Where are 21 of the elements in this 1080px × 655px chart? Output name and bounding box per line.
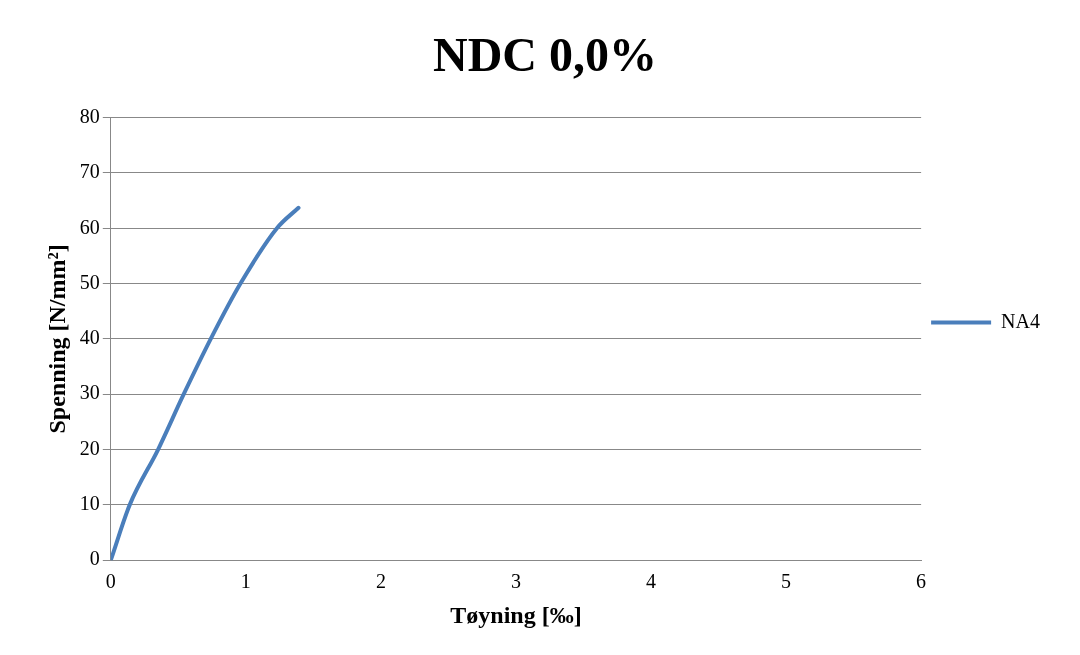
x-tick-label: 6 xyxy=(916,570,927,593)
x-tick-label: 2 xyxy=(375,570,386,593)
y-tick-label: 0 xyxy=(89,547,100,570)
y-tick-label: 50 xyxy=(79,270,100,293)
y-tick-label: 70 xyxy=(79,160,100,183)
line-series xyxy=(110,205,301,561)
x-tick-label: 5 xyxy=(781,570,792,593)
y-tick-label: 20 xyxy=(79,436,100,459)
y-tick-label: 10 xyxy=(79,492,100,515)
y-axis-title: Spenning [N/mm²] xyxy=(43,244,70,434)
x-tick-label: 4 xyxy=(646,570,657,593)
chart-title: NDC 0,0% xyxy=(433,28,657,82)
legend-label: NA4 xyxy=(1001,309,1040,332)
y-tick-label: 80 xyxy=(79,104,100,127)
x-tick-label: 3 xyxy=(510,570,521,593)
y-tick-label: 30 xyxy=(79,381,100,404)
y-tick-label: 60 xyxy=(79,215,100,238)
x-tick-label: 0 xyxy=(105,570,116,593)
x-axis-title: Tøyning [‰] xyxy=(450,601,582,628)
y-tick-label: 40 xyxy=(79,326,100,349)
x-tick-label: 1 xyxy=(240,570,251,593)
